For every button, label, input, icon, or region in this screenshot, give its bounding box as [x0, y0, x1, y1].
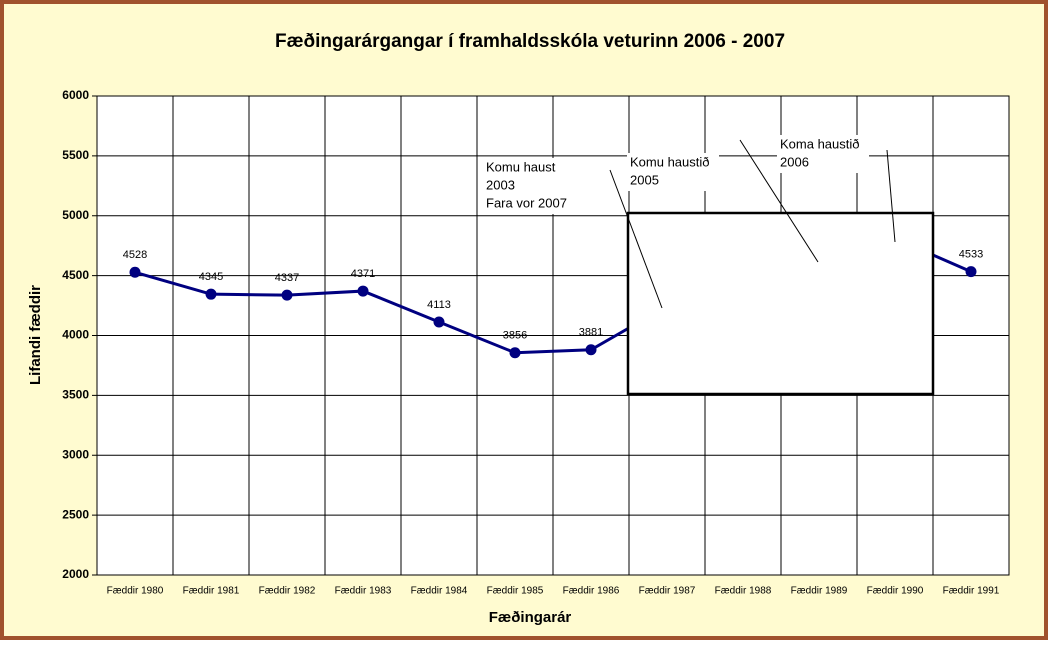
y-tick-label: 4000 [62, 328, 89, 342]
y-tick-label: 5000 [62, 208, 89, 222]
annotation-text: Komu haustið [630, 154, 710, 169]
data-label: 4371 [351, 268, 375, 280]
data-point [585, 344, 597, 356]
y-tick-label: 5500 [62, 148, 89, 162]
data-label: 3881 [579, 327, 603, 339]
data-point [357, 285, 369, 297]
y-axis-label: Lifandi fæddir [27, 285, 44, 385]
data-point [205, 288, 217, 300]
annotation-text: Fara vor 2007 [486, 195, 567, 210]
y-tick-label: 3000 [62, 447, 89, 461]
data-label: 4337 [275, 272, 299, 284]
annotation-text: Komu haust [486, 159, 556, 174]
annotation-leader [609, 169, 663, 309]
annotation-box [627, 153, 719, 191]
x-tick-label: Fæddir 1987 [639, 586, 696, 597]
annotation-text: 2003 [486, 177, 515, 192]
x-tick-label: Fæddir 1982 [259, 586, 316, 597]
annotation-text: 2005 [630, 172, 659, 187]
data-label: 4533 [959, 249, 983, 261]
x-tick-label: Fæddir 1990 [867, 586, 924, 597]
data-point [129, 266, 141, 278]
x-tick-label: Fæddir 1981 [183, 586, 240, 597]
data-label: 3856 [503, 330, 527, 342]
data-point [281, 289, 293, 301]
chart-title: Fæðingarárgangar í framhaldsskóla veturi… [275, 31, 785, 52]
data-point [965, 266, 977, 278]
y-tick-label: 6000 [62, 88, 89, 102]
annotation-text: Koma haustið [780, 136, 860, 151]
data-label: 4345 [199, 271, 223, 283]
annotation-box [777, 135, 869, 173]
x-tick-label: Fæddir 1980 [107, 586, 164, 597]
x-axis-label: Fæðingarár [489, 609, 572, 626]
data-label: 4113 [427, 299, 451, 311]
x-tick-label: Fæddir 1988 [715, 586, 772, 597]
x-tick-label: Fæddir 1989 [791, 586, 848, 597]
x-tick-label: Fæddir 1986 [563, 586, 620, 597]
data-label: 4528 [123, 249, 147, 261]
annotation-text: 2006 [780, 154, 809, 169]
x-tick-label: Fæddir 1985 [487, 586, 544, 597]
plot-border [96, 95, 1010, 576]
y-tick-label: 4500 [62, 268, 89, 282]
annotation-leader [739, 139, 819, 263]
annotation-box [483, 158, 583, 214]
x-tick-label: Fæddir 1991 [943, 586, 1000, 597]
annotation-leader [886, 149, 896, 243]
y-tick-label: 2000 [62, 567, 89, 581]
y-tick-label: 3500 [62, 388, 89, 402]
data-point [509, 347, 521, 359]
x-tick-label: Fæddir 1983 [335, 586, 392, 597]
cover-box [626, 211, 935, 396]
data-point [433, 316, 445, 328]
y-tick-label: 2500 [62, 507, 89, 521]
x-tick-label: Fæddir 1984 [411, 586, 468, 597]
